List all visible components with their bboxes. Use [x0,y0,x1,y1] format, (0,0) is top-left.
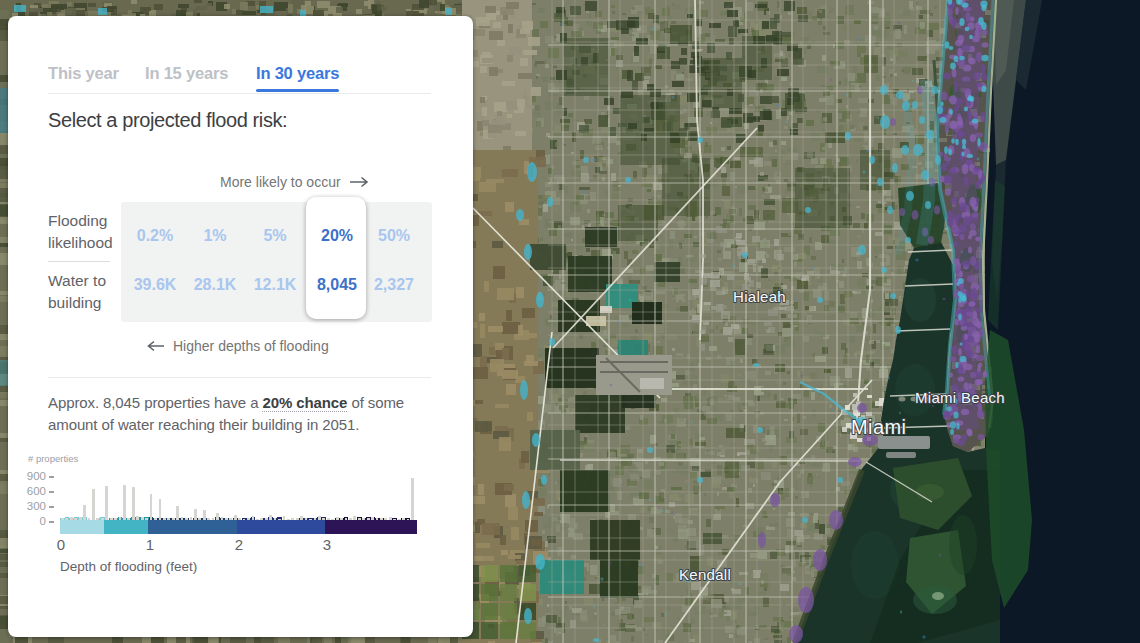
svg-text:Miami Beach: Miami Beach [915,389,1005,406]
svg-text:Kendall: Kendall [679,566,731,583]
svg-text:Miami: Miami [851,416,906,438]
svg-text:Hialeah: Hialeah [733,288,786,305]
